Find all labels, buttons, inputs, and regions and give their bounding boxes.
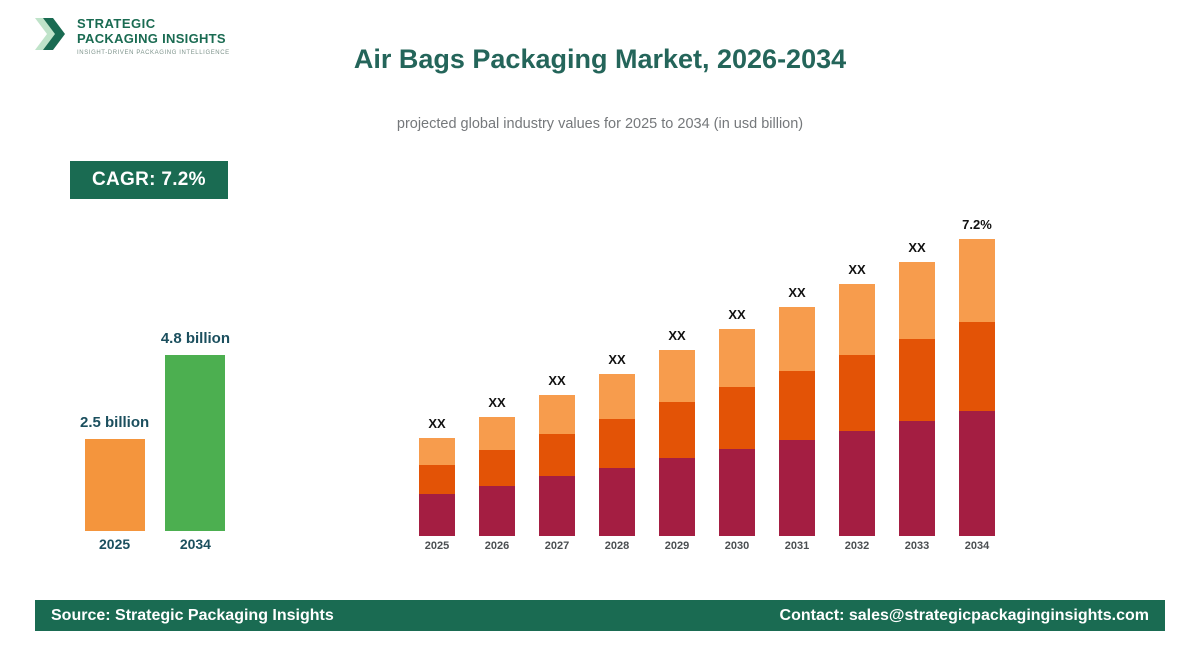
bar-year-label: 2028 bbox=[604, 540, 630, 552]
bar-year-label: 2025 bbox=[424, 540, 450, 552]
segment-top bbox=[959, 239, 995, 322]
bar-year-label: 2026 bbox=[484, 540, 510, 552]
segment-middle bbox=[479, 450, 515, 486]
stacked-bar-group: 7.2% 2034 bbox=[959, 202, 995, 552]
segment-bottom bbox=[719, 449, 755, 536]
bar-year-label: 2032 bbox=[844, 540, 870, 552]
bar-top-label: XX bbox=[428, 416, 446, 431]
stacked-bar bbox=[779, 307, 815, 536]
stacked-bar bbox=[719, 329, 755, 536]
bar-value-label: 2.5 billion bbox=[80, 414, 150, 431]
stacked-bar bbox=[479, 417, 515, 536]
stacked-bar-group: XX 2028 bbox=[599, 202, 635, 552]
yearly-projection-chart: XX 2025 XX 2026 XX 2027 XX 2028 XX 2029 XX 2030 XX 20… bbox=[419, 202, 995, 552]
segment-bottom bbox=[959, 411, 995, 536]
bar-top-label: XX bbox=[548, 373, 566, 388]
segment-bottom bbox=[899, 421, 935, 536]
stacked-bar-group: XX 2027 bbox=[539, 202, 575, 552]
bar-year-label: 2034 bbox=[179, 536, 211, 552]
bar-year-label: 2034 bbox=[964, 540, 990, 552]
segment-bottom bbox=[779, 440, 815, 536]
segment-middle bbox=[839, 355, 875, 431]
bar-top-label: XX bbox=[608, 352, 626, 367]
bar-top-label: XX bbox=[728, 307, 746, 322]
stacked-bar-group: XX 2030 bbox=[719, 202, 755, 552]
bar-year-label: 2029 bbox=[664, 540, 690, 552]
logo-line1: STRATEGIC bbox=[77, 16, 156, 31]
stacked-bar-group: XX 2029 bbox=[659, 202, 695, 552]
bar-year-label: 2025 bbox=[99, 536, 131, 552]
mini-bar-group: 2.5 billion 2025 bbox=[80, 315, 149, 552]
logo: STRATEGIC PACKAGING INSIGHTS INSIGHT-DRI… bbox=[35, 14, 230, 56]
logo-line2: PACKAGING INSIGHTS bbox=[77, 31, 226, 46]
stacked-bar-group: XX 2026 bbox=[479, 202, 515, 552]
segment-top bbox=[419, 438, 455, 465]
bar-top-label: 7.2% bbox=[962, 217, 992, 232]
segment-middle bbox=[539, 434, 575, 476]
bar-top-label: XX bbox=[788, 285, 806, 300]
segment-middle bbox=[599, 419, 635, 468]
segment-top bbox=[899, 262, 935, 339]
stacked-bar-group: XX 2031 bbox=[779, 202, 815, 552]
stacked-bar bbox=[839, 284, 875, 536]
segment-middle bbox=[959, 322, 995, 411]
segment-top bbox=[779, 307, 815, 371]
stacked-bar-group: XX 2025 bbox=[419, 202, 455, 552]
segment-top bbox=[539, 395, 575, 434]
bar-top-label: XX bbox=[668, 328, 686, 343]
stacked-bar-group: XX 2033 bbox=[899, 202, 935, 552]
page-subtitle: projected global industry values for 202… bbox=[396, 116, 804, 132]
footer-contact-text: Contact: sales@strategicpackaginginsight… bbox=[779, 606, 1149, 624]
segment-bottom bbox=[599, 468, 635, 536]
segment-bottom bbox=[419, 494, 455, 536]
segment-middle bbox=[719, 387, 755, 449]
segment-top bbox=[479, 417, 515, 450]
mini-bar-group: 4.8 billion 2034 bbox=[161, 315, 230, 552]
logo-chevron-icon bbox=[35, 18, 65, 50]
stacked-bar bbox=[899, 262, 935, 536]
segment-middle bbox=[899, 339, 935, 421]
logo-text: STRATEGIC PACKAGING INSIGHTS INSIGHT-DRI… bbox=[77, 14, 230, 56]
bar-top-label: XX bbox=[908, 240, 926, 255]
bar-top-label: XX bbox=[848, 262, 866, 277]
bar bbox=[84, 439, 145, 531]
bar-top-label: XX bbox=[488, 395, 506, 410]
stacked-bar-group: XX 2032 bbox=[839, 202, 875, 552]
stacked-bar bbox=[599, 374, 635, 536]
segment-top bbox=[839, 284, 875, 355]
segment-bottom bbox=[479, 486, 515, 536]
footer-source-text: Source: Strategic Packaging Insights bbox=[51, 606, 334, 624]
stacked-bar bbox=[959, 239, 995, 536]
logo-tagline: INSIGHT-DRIVEN PACKAGING INTELLIGENCE bbox=[77, 50, 230, 56]
bar-year-label: 2031 bbox=[784, 540, 810, 552]
stacked-bar bbox=[539, 395, 575, 536]
segment-bottom bbox=[659, 458, 695, 536]
bar-year-label: 2027 bbox=[544, 540, 570, 552]
segment-middle bbox=[419, 465, 455, 494]
bar-value-label: 4.8 billion bbox=[160, 330, 230, 347]
segment-middle bbox=[779, 371, 815, 440]
page-title: Air Bags Packaging Market, 2026-2034 bbox=[353, 44, 847, 74]
segment-top bbox=[719, 329, 755, 387]
bar-year-label: 2033 bbox=[904, 540, 930, 552]
segment-top bbox=[659, 350, 695, 402]
stacked-bar bbox=[419, 438, 455, 536]
cagr-badge: CAGR: 7.2% bbox=[70, 161, 228, 199]
stacked-bar bbox=[659, 350, 695, 536]
segment-middle bbox=[659, 402, 695, 458]
segment-top bbox=[599, 374, 635, 419]
footer-bar: Source: Strategic Packaging Insights Con… bbox=[35, 600, 1165, 631]
bar bbox=[165, 355, 226, 531]
segment-bottom bbox=[539, 476, 575, 536]
segment-bottom bbox=[839, 431, 875, 536]
growth-comparison-chart: 2.5 billion 2025 4.8 billion 2034 bbox=[80, 315, 230, 552]
bar-year-label: 2030 bbox=[724, 540, 750, 552]
